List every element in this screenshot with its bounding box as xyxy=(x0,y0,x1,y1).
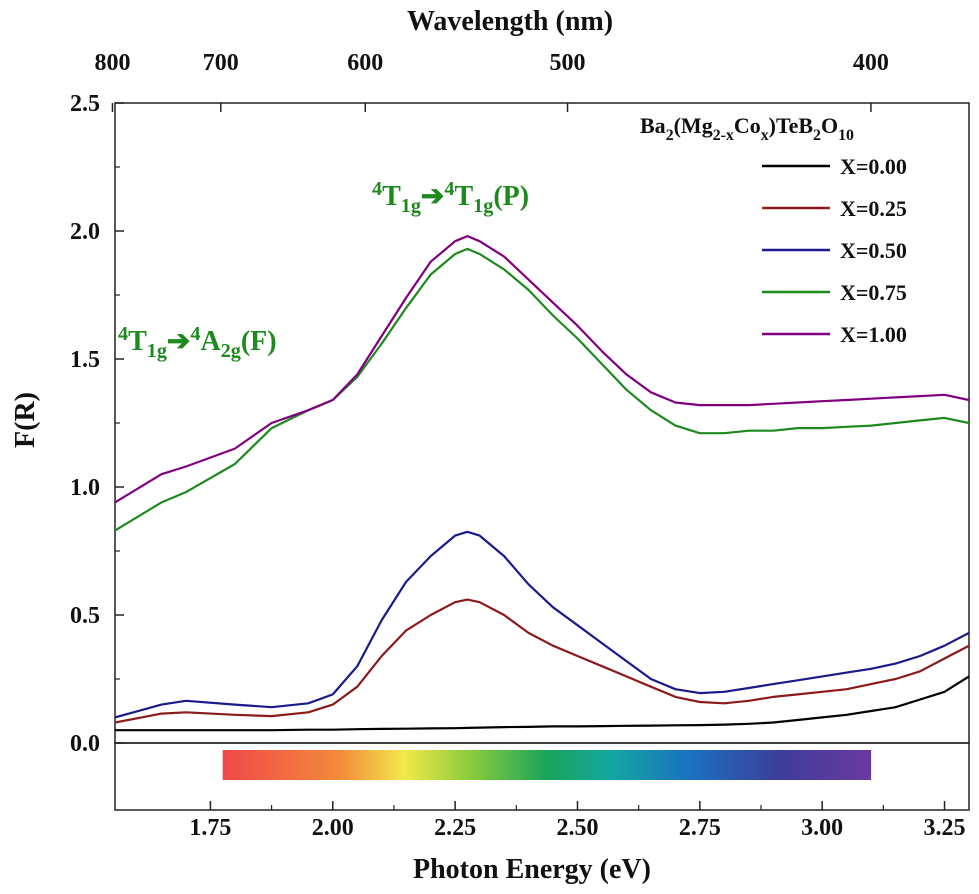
rich-text-part: 2 xyxy=(666,127,674,144)
series-layer xyxy=(115,235,969,732)
x-tick-label: 2.25 xyxy=(434,815,476,841)
rich-text-part: A xyxy=(200,326,221,357)
y-tick-label: 0.5 xyxy=(70,603,100,629)
rich-text-part: 4 xyxy=(444,178,454,200)
top-tick-label: 600 xyxy=(347,50,383,76)
rich-text-part: Ba xyxy=(640,113,666,138)
legend-label: X=0.25 xyxy=(840,196,907,221)
legend-title: Ba2(Mg2-xCox)TeB2O10 xyxy=(640,113,854,144)
rich-text-part: 1g xyxy=(401,195,421,217)
top-axis-title: Wavelength (nm) xyxy=(407,6,613,37)
x-tick-label: 2.50 xyxy=(556,815,598,841)
rich-text-part: 4 xyxy=(372,178,382,200)
spectrum-frame xyxy=(114,742,970,811)
top-tick-label: 400 xyxy=(853,50,889,76)
legend: X=0.00 X=0.25 X=0.50 X=0.75 X=1.00 xyxy=(762,154,907,347)
rich-text-part: (F) xyxy=(241,326,277,357)
rich-text-part: 2-x xyxy=(713,127,734,144)
legend-label: X=0.75 xyxy=(840,280,907,305)
rich-text-part: 4 xyxy=(190,323,200,345)
rich-text-part: ➔ xyxy=(167,326,190,357)
top-tick-label: 500 xyxy=(550,50,586,76)
x-tick-label: 1.75 xyxy=(189,815,231,841)
rich-text-part: T xyxy=(454,181,473,212)
y-tick-label: 2.5 xyxy=(70,91,100,117)
legend-label: X=1.00 xyxy=(840,322,907,347)
rich-text-part: (P) xyxy=(493,181,529,212)
x-tick-label: 2.00 xyxy=(312,815,354,841)
y-tick-label: 2.0 xyxy=(70,219,100,245)
rich-text-part: x xyxy=(761,127,769,144)
rich-text-part: ➔ xyxy=(421,181,444,212)
rich-text-part: 10 xyxy=(838,127,854,144)
top-tick-label: 800 xyxy=(94,50,130,76)
rich-text-part: )TeB xyxy=(769,113,814,138)
rich-text-part: Co xyxy=(734,113,761,138)
rich-text-part: T xyxy=(382,181,401,212)
series-line-x-0-50 xyxy=(115,530,969,719)
y-tick-label: 0.0 xyxy=(70,731,100,757)
rich-text-part: 1g xyxy=(473,195,493,217)
top-tick-label: 700 xyxy=(203,50,239,76)
annotation-4t1g-4a2g-f: 4T1g➔4A2g(F) xyxy=(118,323,277,362)
legend-label: X=0.50 xyxy=(840,238,907,263)
rich-text-part: 1g xyxy=(147,340,167,362)
y-tick-label: 1.5 xyxy=(70,347,100,373)
annotation-4t1g-4t1g-p: 4T1g➔4T1g(P) xyxy=(372,178,529,217)
x-axis-title: Photon Energy (eV) xyxy=(413,854,651,885)
visible-spectrum-band xyxy=(222,750,872,780)
series-line-x-1-00 xyxy=(115,235,969,504)
rich-text-part: 2 xyxy=(813,127,821,144)
rich-text-part: T xyxy=(128,326,147,357)
rich-text-part: 4 xyxy=(118,323,128,345)
legend-label: X=0.00 xyxy=(840,154,907,179)
x-tick-label: 2.75 xyxy=(679,815,721,841)
y-tick-label: 1.0 xyxy=(70,475,100,501)
series-line-x-0-25 xyxy=(115,598,969,724)
series-line-x-0-00 xyxy=(115,675,969,732)
y-axis-title: F(R) xyxy=(10,392,41,448)
axis-ticks: 1.75 2.00 2.25 2.50 2.75 3.00 3.25 0.0 0.5 1.0 1.5… xyxy=(70,50,966,841)
rich-text-part: 2g xyxy=(221,340,241,362)
rich-text-part: O xyxy=(821,113,838,138)
x-tick-label: 3.00 xyxy=(801,815,843,841)
rich-text-part: (Mg xyxy=(674,113,713,138)
x-tick-label: 3.25 xyxy=(924,815,966,841)
